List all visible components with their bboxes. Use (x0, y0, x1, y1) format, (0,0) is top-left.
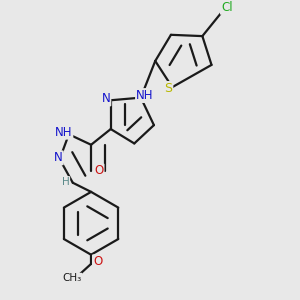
Text: O: O (94, 164, 104, 177)
Text: Cl: Cl (221, 1, 232, 14)
Text: N: N (54, 152, 63, 164)
Text: N: N (102, 92, 110, 105)
Text: O: O (93, 255, 102, 268)
Text: NH: NH (55, 126, 72, 139)
Text: S: S (164, 82, 172, 95)
Text: H: H (61, 177, 69, 187)
Text: NH: NH (136, 89, 154, 102)
Text: CH₃: CH₃ (62, 273, 82, 283)
